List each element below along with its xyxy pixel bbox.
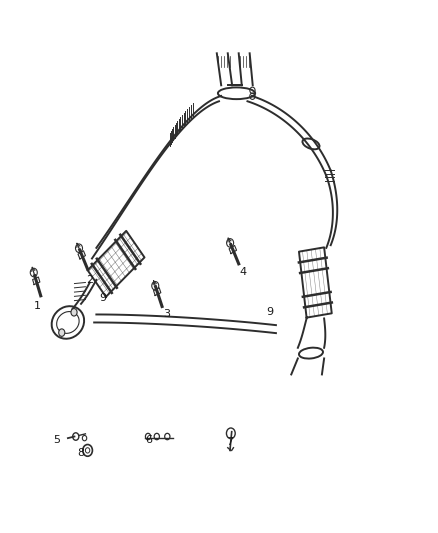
Text: 7: 7 (226, 438, 233, 447)
Text: 8: 8 (78, 448, 85, 458)
Text: 2: 2 (86, 275, 93, 285)
Circle shape (59, 329, 65, 336)
Text: 4: 4 (240, 267, 247, 277)
Text: 9: 9 (99, 294, 106, 303)
Text: 3: 3 (163, 310, 170, 319)
Text: 1: 1 (34, 302, 41, 311)
Text: 9: 9 (266, 307, 273, 317)
Text: 5: 5 (53, 435, 60, 445)
Circle shape (71, 309, 77, 316)
Text: 6: 6 (145, 435, 152, 445)
